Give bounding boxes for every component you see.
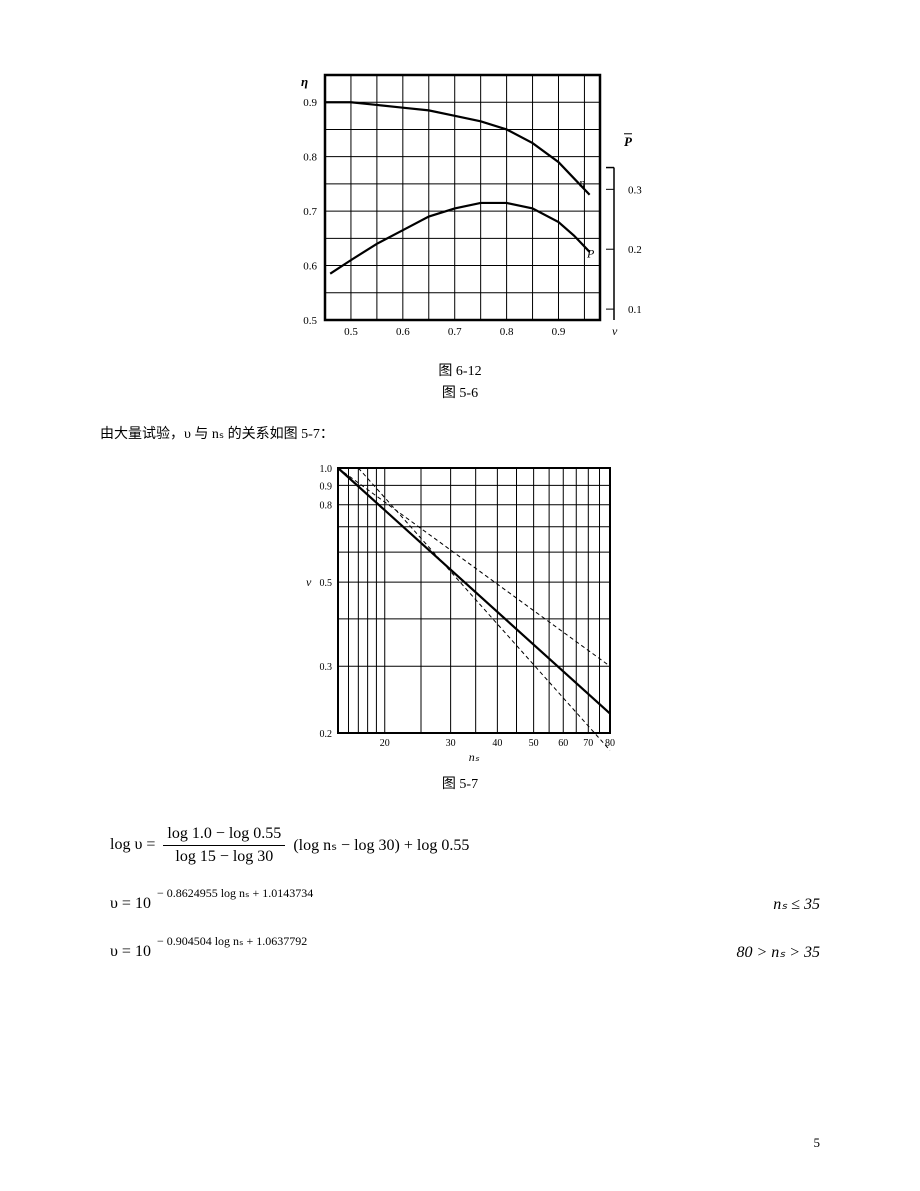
eq1-numerator: log 1.0 − log 0.55	[163, 825, 285, 846]
svg-text:0.2: 0.2	[320, 729, 333, 740]
figure-caption-5-6: 图 5-6	[100, 384, 820, 404]
svg-text:0.9: 0.9	[303, 97, 317, 109]
svg-text:0.8: 0.8	[303, 152, 317, 164]
svg-text:0.8: 0.8	[500, 326, 514, 338]
svg-text:0.8: 0.8	[320, 501, 333, 512]
svg-text:40: 40	[492, 738, 502, 749]
svg-text:0.3: 0.3	[320, 662, 333, 673]
svg-text:70: 70	[583, 738, 593, 749]
svg-text:0.7: 0.7	[448, 326, 462, 338]
eq2-condition: nₛ ≤ 35	[773, 894, 820, 914]
svg-text:η: η	[579, 176, 585, 190]
chart-eta-p: 0.5 0.6 0.7 0.8 0.9 0.5 0.6 0.7 0.8 0.9 0.1 0.2 0.3 η…	[270, 60, 650, 360]
svg-text:0.5: 0.5	[320, 578, 333, 589]
figure-caption-6-12: 图 6-12	[100, 362, 820, 382]
svg-text:η: η	[301, 74, 308, 89]
chart-v-ns: 0.2 0.3 0.5 0.8 0.9 1.0 20 30 40 50 60 70 80 v nₛ	[280, 453, 640, 773]
svg-text:v: v	[306, 575, 312, 589]
figure-caption-5-7: 图 5-7	[100, 775, 820, 795]
eq3-exponent: − 0.904504 log nₛ + 1.0637792	[157, 934, 307, 949]
svg-text:60: 60	[558, 738, 568, 749]
svg-text:80: 80	[605, 738, 615, 749]
svg-text:0.6: 0.6	[396, 326, 410, 338]
equation-3: υ = 10 − 0.904504 log nₛ + 1.0637792 80 …	[110, 942, 820, 962]
eq1-fraction: log 1.0 − log 0.55 log 15 − log 30	[163, 825, 285, 866]
figure-5-6: 0.5 0.6 0.7 0.8 0.9 0.5 0.6 0.7 0.8 0.9 0.1 0.2 0.3 η…	[100, 60, 820, 403]
equation-1: log υ = log 1.0 − log 0.55 log 15 − log …	[110, 825, 820, 866]
svg-text:0.9: 0.9	[320, 482, 333, 493]
eq2-lhs: υ = 10	[110, 895, 151, 913]
figure-5-7: 0.2 0.3 0.5 0.8 0.9 1.0 20 30 40 50 60 70 80 v nₛ 图 5-…	[100, 453, 820, 795]
eq3-condition: 80 > nₛ > 35	[736, 942, 820, 962]
svg-text:nₛ: nₛ	[469, 750, 480, 764]
svg-text:0.6: 0.6	[303, 261, 317, 273]
svg-text:P: P	[586, 246, 595, 260]
eq1-lhs: log υ =	[110, 836, 155, 854]
svg-text:v: v	[612, 324, 618, 338]
svg-text:30: 30	[446, 738, 456, 749]
body-text: 由大量试验，υ 与 nₛ 的关系如图 5-7：	[100, 423, 820, 443]
svg-text:P: P	[624, 134, 633, 149]
svg-text:1.0: 1.0	[320, 464, 333, 475]
eq3-lhs: υ = 10	[110, 943, 151, 961]
eq1-denominator: log 15 − log 30	[171, 846, 277, 866]
svg-text:50: 50	[529, 738, 539, 749]
page-number: 5	[814, 1135, 821, 1151]
equations-block: log υ = log 1.0 − log 0.55 log 15 − log …	[110, 825, 820, 962]
svg-text:0.5: 0.5	[344, 326, 358, 338]
svg-text:0.1: 0.1	[628, 304, 642, 316]
svg-text:0.9: 0.9	[552, 326, 566, 338]
equation-2: υ = 10 − 0.8624955 log nₛ + 1.0143734 nₛ…	[110, 894, 820, 914]
eq2-exponent: − 0.8624955 log nₛ + 1.0143734	[157, 886, 313, 901]
svg-text:0.7: 0.7	[303, 206, 317, 218]
svg-text:0.3: 0.3	[628, 184, 642, 196]
svg-text:0.5: 0.5	[303, 315, 317, 327]
eq1-tail: (log nₛ − log 30) + log 0.55	[293, 835, 469, 855]
svg-text:0.2: 0.2	[628, 244, 642, 256]
svg-text:20: 20	[380, 738, 390, 749]
